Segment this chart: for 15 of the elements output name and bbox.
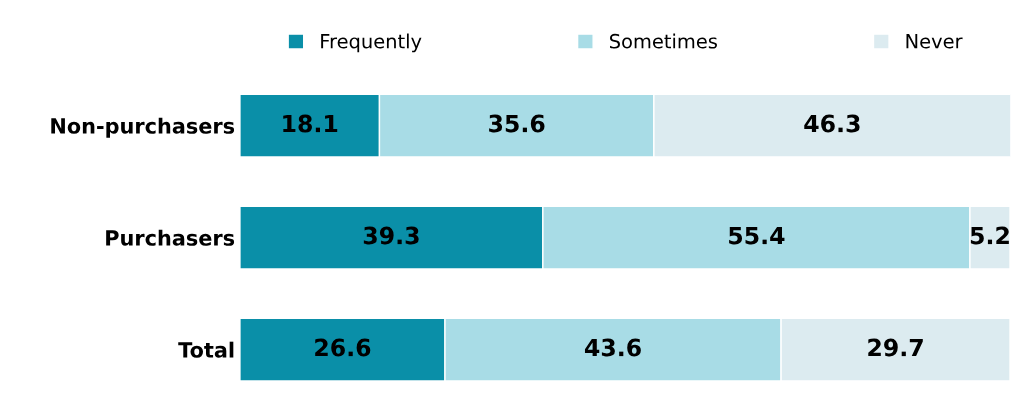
data-label: 29.7 (868, 338, 923, 357)
y-tick-label: Total (178, 341, 234, 358)
data-label: 26.6 (315, 338, 371, 357)
y-tick-label: Non-purchasers (51, 117, 235, 138)
data-label: 18.1 (283, 114, 338, 133)
data-label: 39.3 (363, 226, 419, 245)
legend-label: Sometimes (610, 33, 717, 49)
data-label: 43.6 (584, 338, 641, 357)
data-label: 35.6 (489, 114, 545, 133)
legend-label: Never (906, 34, 963, 49)
data-label: 5.2 (970, 226, 1009, 245)
data-label: 55.4 (729, 226, 785, 245)
y-tick-label: Purchasers (106, 229, 235, 246)
legend-label: Frequently (321, 33, 422, 53)
data-label: 46.3 (804, 114, 860, 133)
